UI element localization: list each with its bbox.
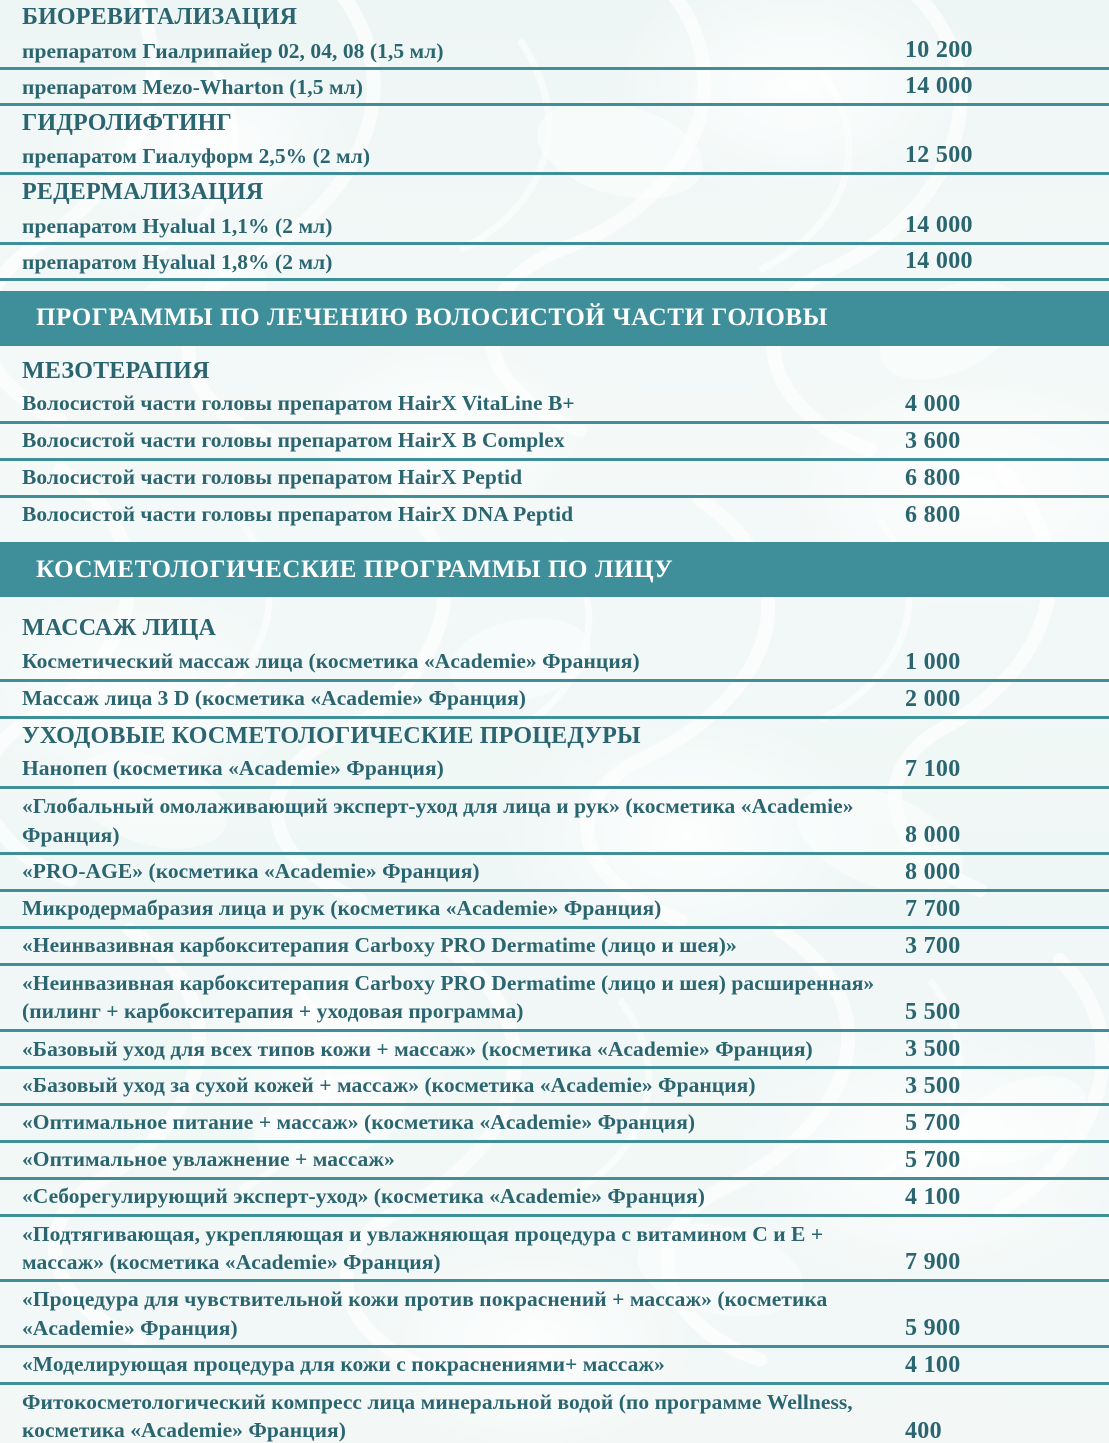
- section-band-face-programs: КОСМЕТОЛОГИЧЕСКИЕ ПРОГРАММЫ ПО ЛИЦУ: [0, 542, 1109, 598]
- service-price: 8 000: [905, 858, 961, 885]
- service-name: Массаж лица 3 D (косметика «Academie» Фр…: [22, 685, 527, 710]
- service-name: «Оптимальное питание + массаж» (косметик…: [22, 1109, 696, 1134]
- table-row: «Оптимальное питание + массаж» (косметик…: [0, 1106, 1109, 1143]
- table-row: «Оптимальное увлажнение + массаж» 5 700: [0, 1143, 1109, 1180]
- service-price: 7 100: [905, 756, 961, 783]
- subheading-redermalization: РЕДЕРМАЛИЗАЦИЯ: [22, 179, 264, 206]
- service-price: 3 600: [905, 428, 961, 455]
- service-name: «Себорегулирующий эксперт-уход» (космети…: [22, 1183, 705, 1208]
- service-name: «Процедура для чувствительной кожи проти…: [22, 1287, 828, 1340]
- subheading-care-procedures: УХОДОВЫЕ КОСМЕТОЛОГИЧЕСКИЕ ПРОЦЕДУРЫ: [22, 722, 641, 749]
- service-name: препаратом Гиалрипайер 02, 04, 08 (1,5 м…: [22, 38, 444, 63]
- service-name: препаратом Гиалуформ 2,5% (2 мл): [22, 144, 371, 169]
- subheading-hydrolifting: ГИДРОЛИФТИНГ: [22, 109, 233, 136]
- table-row: Нанопеп (косметика «Academie» Франция) 7…: [0, 752, 1109, 790]
- service-price: 4 100: [905, 1352, 961, 1379]
- service-name: «Подтягивающая, укрепляющая и увлажняюща…: [22, 1221, 824, 1274]
- table-row: препаратом Hyalual 1,8% (2 мл) 14 000: [0, 245, 1109, 281]
- service-name: Волосистой части головы препаратом HairX…: [22, 428, 565, 453]
- service-price: 6 800: [905, 502, 961, 529]
- service-price: 3 500: [905, 1072, 961, 1099]
- service-price: 3 700: [905, 932, 961, 959]
- service-name: препаратом Hyalual 1,1% (2 мл): [22, 213, 333, 238]
- service-price: 12 500: [905, 142, 973, 169]
- table-row: препаратом Гиалуформ 2,5% (2 мл) 12 500: [0, 139, 1109, 176]
- service-name: Волосистой части головы препаратом HairX…: [22, 465, 523, 490]
- table-row: «Базовый уход для всех типов кожи + масс…: [0, 1032, 1109, 1069]
- table-row: «Подтягивающая, укрепляющая и увлажняюща…: [0, 1217, 1109, 1283]
- service-name: «Оптимальное увлажнение + массаж»: [22, 1146, 395, 1171]
- service-name: «Глобальный омолаживающий эксперт-уход д…: [22, 794, 854, 847]
- table-row: «Неинвазивная карбокситерапия Carboxy PR…: [0, 966, 1109, 1032]
- table-row: Волосистой части головы препаратом HairX…: [0, 461, 1109, 499]
- service-name: препаратом Mezo-Wharton (1,5 мл): [22, 74, 363, 99]
- service-price: 4 100: [905, 1183, 961, 1210]
- service-name: «Неинвазивная карбокситерапия Carboxy PR…: [22, 970, 875, 1024]
- service-name: Микродермабразия лица и рук (косметика «…: [22, 895, 662, 920]
- service-price: 5 500: [905, 998, 961, 1025]
- service-name: Волосистой части головы препаратом HairX…: [22, 391, 575, 416]
- section-band-label: ПРОГРАММЫ ПО ЛЕЧЕНИЮ ВОЛОСИСТОЙ ЧАСТИ ГО…: [36, 304, 828, 332]
- service-price: 5 900: [905, 1315, 961, 1342]
- service-price: 3 500: [905, 1035, 961, 1062]
- service-price: 14 000: [905, 247, 973, 274]
- service-price: 14 000: [905, 211, 973, 238]
- section-band-scalp-programs: ПРОГРАММЫ ПО ЛЕЧЕНИЮ ВОЛОСИСТОЙ ЧАСТИ ГО…: [0, 290, 1109, 346]
- table-row: «Неинвазивная карбокситерапия Carboxy PR…: [0, 929, 1109, 966]
- service-name: Волосистой части головы препаратом HairX…: [22, 502, 574, 527]
- table-row: «Себорегулирующий эксперт-уход» (космети…: [0, 1180, 1109, 1217]
- service-price: 14 000: [905, 72, 973, 99]
- subheading-mesotherapy: МЕЗОТЕРАПИЯ: [22, 357, 210, 384]
- table-row: препаратом Гиалрипайер 02, 04, 08 (1,5 м…: [0, 34, 1109, 70]
- service-price: 10 200: [905, 36, 973, 63]
- service-name: «PRO-AGE» (косметика «Academie» Франция): [22, 858, 480, 883]
- table-row: «Моделирующая процедура для кожи с покра…: [0, 1348, 1109, 1386]
- service-price: 2 000: [905, 685, 961, 712]
- service-name: «Базовый уход для всех типов кожи + масс…: [22, 1036, 813, 1061]
- service-price: 7 700: [905, 895, 961, 922]
- service-name: «Неинвазивная карбокситерапия Carboxy PR…: [22, 932, 737, 957]
- table-row: «PRO-AGE» (косметика «Academie» Франция)…: [0, 855, 1109, 892]
- service-price: 8 000: [905, 821, 961, 848]
- table-row: «Глобальный омолаживающий эксперт-уход д…: [0, 789, 1109, 855]
- table-row: Волосистой части головы препаратом HairX…: [0, 498, 1109, 532]
- service-name: Фитокосметологический компресс лица мине…: [22, 1390, 853, 1443]
- table-row: Косметический массаж лица (косметика «Ac…: [0, 645, 1109, 682]
- table-row: Фитокосметологический компресс лица мине…: [0, 1385, 1109, 1443]
- service-price: 7 900: [905, 1249, 961, 1276]
- subheading-face-massage: МАССАЖ ЛИЦА: [22, 615, 217, 642]
- table-row: Волосистой части головы препаратом HairX…: [0, 387, 1109, 425]
- table-row: Микродермабразия лица и рук (косметика «…: [0, 892, 1109, 929]
- table-row: Волосистой части головы препаратом HairX…: [0, 424, 1109, 462]
- service-name: Косметический массаж лица (косметика «Ac…: [22, 648, 640, 673]
- table-row: препаратом Hyalual 1,1% (2 мл) 14 000: [0, 209, 1109, 245]
- table-row: «Процедура для чувствительной кожи проти…: [0, 1282, 1109, 1349]
- service-price: 6 800: [905, 465, 961, 492]
- table-row: «Базовый уход за сухой кожей + массаж» (…: [0, 1069, 1109, 1106]
- section-band-label: КОСМЕТОЛОГИЧЕСКИЕ ПРОГРАММЫ ПО ЛИЦУ: [36, 555, 674, 583]
- service-price: 5 700: [905, 1146, 961, 1173]
- service-price: 4 000: [905, 391, 961, 418]
- table-row: препаратом Mezo-Wharton (1,5 мл) 14 000: [0, 70, 1109, 106]
- service-name: «Базовый уход за сухой кожей + массаж» (…: [22, 1072, 756, 1097]
- service-name: Нанопеп (косметика «Academie» Франция): [22, 756, 444, 781]
- service-price: 400: [905, 1417, 942, 1443]
- subheading-biorevitalization: БИОРЕВИТАЛИЗАЦИЯ: [22, 4, 298, 30]
- service-price: 1 000: [905, 648, 961, 675]
- service-name: препаратом Hyalual 1,8% (2 мл): [22, 249, 333, 274]
- service-price: 5 700: [905, 1109, 961, 1136]
- service-name: «Моделирующая процедура для кожи с покра…: [22, 1352, 665, 1377]
- table-row: Массаж лица 3 D (косметика «Academie» Фр…: [0, 682, 1109, 719]
